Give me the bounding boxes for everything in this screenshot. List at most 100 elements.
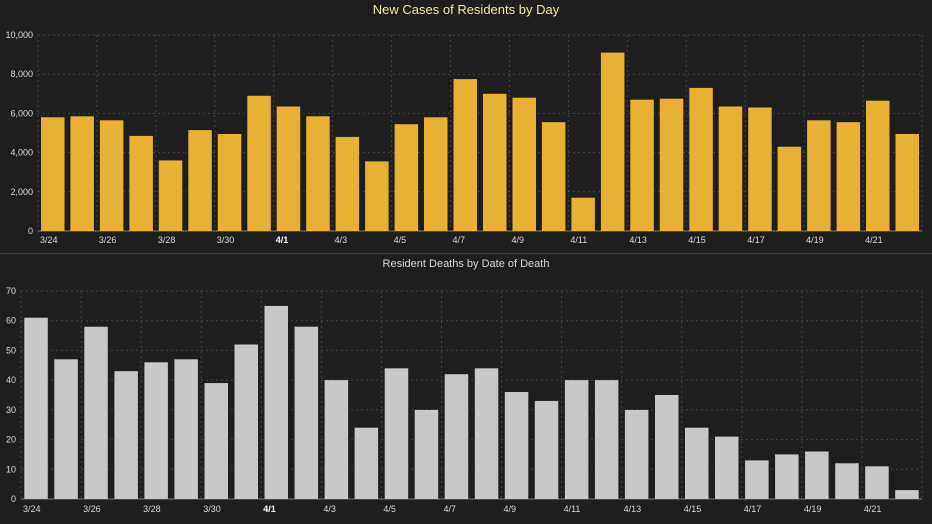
deaths-x-tick-label: 4/1 xyxy=(263,504,276,514)
resident-deaths-chart-panel: 0 10 20 30 40 50 60 70 3/24 3/26 3/28 3/30 4/1 4/3 4/5… xyxy=(0,255,932,524)
cases-x-tick-label: 3/30 xyxy=(217,235,235,245)
deaths-bar-3-26 xyxy=(84,326,108,499)
deaths-y-tick-label: 60 xyxy=(6,316,16,326)
deaths-bar-4-15 xyxy=(685,427,709,499)
cases-x-tick-label: 4/17 xyxy=(747,235,765,245)
new-cases-chart-title: New Cases of Residents by Day xyxy=(372,2,560,17)
deaths-bars xyxy=(24,305,919,499)
deaths-bar-4-14 xyxy=(655,395,679,499)
cases-bar-4-16 xyxy=(718,106,743,231)
cases-bar-3-31 xyxy=(247,95,271,231)
deaths-bar-4-1 xyxy=(264,305,288,499)
deaths-bar-4-22 xyxy=(895,490,919,499)
cases-bar-3-30 xyxy=(217,134,242,231)
cases-bar-4-21 xyxy=(866,100,890,231)
cases-bar-3-25 xyxy=(70,116,94,231)
cases-bar-4-4 xyxy=(365,161,389,231)
deaths-bar-4-20 xyxy=(835,463,859,499)
cases-bar-3-27 xyxy=(129,135,153,231)
cases-bar-4-5 xyxy=(394,124,419,231)
deaths-bar-4-5 xyxy=(384,368,409,499)
cases-x-tick-label: 3/24 xyxy=(40,235,58,245)
deaths-x-tick-label: 4/13 xyxy=(624,504,642,514)
deaths-bar-3-27 xyxy=(114,371,138,499)
cases-bar-4-3 xyxy=(335,136,360,231)
cases-bar-4-11 xyxy=(571,197,595,231)
deaths-bar-4-2 xyxy=(294,326,319,499)
new-cases-chart-panel: 0 2,000 4,000 6,000 8,000 10,000 3/24 3/26 3/28 3… xyxy=(0,0,932,253)
cases-bar-4-17 xyxy=(748,107,772,231)
deaths-x-tick-label: 4/15 xyxy=(684,504,702,514)
cases-bar-4-2 xyxy=(306,116,330,231)
cases-y-tick-label: 0 xyxy=(28,226,33,236)
cases-bar-3-28 xyxy=(158,160,183,231)
cases-bar-4-12 xyxy=(600,52,625,231)
cases-x-tick-label: 4/21 xyxy=(865,235,883,245)
cases-x-tick-label: 4/1 xyxy=(276,235,289,245)
cases-x-tick-label: 4/5 xyxy=(394,235,407,245)
deaths-x-tick-label: 3/24 xyxy=(23,504,41,514)
cases-bar-4-15 xyxy=(689,87,713,232)
cases-bar-4-20 xyxy=(836,122,861,231)
deaths-bar-4-18 xyxy=(775,454,799,499)
deaths-bar-4-21 xyxy=(865,466,889,499)
cases-bar-4-10 xyxy=(541,122,566,231)
deaths-y-tick-label: 10 xyxy=(6,464,16,474)
cases-x-tick-label: 4/13 xyxy=(629,235,647,245)
cases-x-tick-label: 4/3 xyxy=(335,235,348,245)
deaths-bar-4-4 xyxy=(354,427,379,499)
cases-bar-4-22 xyxy=(895,134,919,231)
cases-bar-4-7 xyxy=(453,79,477,231)
deaths-bar-4-11 xyxy=(564,380,589,499)
cases-y-tick-label: 10,000 xyxy=(5,30,33,40)
cases-y-tick-label: 8,000 xyxy=(10,69,33,79)
deaths-bar-3-28 xyxy=(144,362,168,499)
new-cases-chart: 0 2,000 4,000 6,000 8,000 10,000 3/24 3/26 3/28 3… xyxy=(5,30,923,245)
deaths-x-tick-label: 4/11 xyxy=(564,504,581,514)
cases-bar-4-8 xyxy=(483,93,507,231)
deaths-bar-4-8 xyxy=(474,368,499,499)
deaths-y-tick-label: 0 xyxy=(11,494,16,504)
deaths-bar-4-17 xyxy=(745,460,769,499)
cases-x-tick-label: 3/28 xyxy=(158,235,176,245)
deaths-bar-4-16 xyxy=(715,436,739,499)
deaths-x-tick-label: 3/30 xyxy=(203,504,221,514)
cases-bar-4-18 xyxy=(777,146,802,231)
deaths-bar-4-19 xyxy=(805,451,829,499)
deaths-y-tick-label: 70 xyxy=(6,286,16,296)
cases-bar-4-13 xyxy=(630,99,654,231)
cases-x-tick-label: 4/7 xyxy=(453,235,466,245)
deaths-bar-3-24 xyxy=(24,317,48,499)
cases-bar-4-19 xyxy=(807,120,831,231)
deaths-x-tick-label: 4/7 xyxy=(443,504,456,514)
deaths-bar-3-25 xyxy=(54,359,78,499)
resident-deaths-chart: 0 10 20 30 40 50 60 70 3/24 3/26 3/28 3/30 4/1 4/3 4/5… xyxy=(6,286,923,514)
cases-bars xyxy=(41,52,919,232)
deaths-bar-3-30 xyxy=(204,383,228,499)
cases-bar-4-14 xyxy=(659,98,684,231)
deaths-x-tick-label: 4/19 xyxy=(804,504,822,514)
cases-bar-3-26 xyxy=(99,120,124,231)
deaths-x-tick-label: 3/26 xyxy=(83,504,101,514)
deaths-gridlines xyxy=(20,290,923,500)
deaths-x-tick-label: 4/17 xyxy=(744,504,762,514)
panel-divider xyxy=(0,253,932,254)
deaths-bar-3-31 xyxy=(234,344,258,499)
cases-bar-3-29 xyxy=(188,130,212,231)
deaths-x-tick-label: 4/5 xyxy=(383,504,396,514)
cases-x-tick-label: 4/9 xyxy=(511,235,524,245)
cases-gridlines xyxy=(37,34,923,232)
deaths-y-tick-label: 20 xyxy=(6,435,16,445)
deaths-x-tick-label: 3/28 xyxy=(143,504,161,514)
cases-bar-3-24 xyxy=(41,117,65,231)
deaths-bar-4-7 xyxy=(444,374,469,499)
cases-bar-4-1 xyxy=(276,106,301,231)
deaths-bar-4-10 xyxy=(534,400,559,499)
deaths-bar-4-6 xyxy=(414,409,439,499)
resident-deaths-chart-title: Resident Deaths by Date of Death xyxy=(382,258,550,270)
cases-x-tick-label: 3/26 xyxy=(99,235,117,245)
cases-bar-4-9 xyxy=(512,97,536,231)
cases-x-tick-label: 4/11 xyxy=(570,235,587,245)
deaths-bar-4-12 xyxy=(594,380,619,499)
